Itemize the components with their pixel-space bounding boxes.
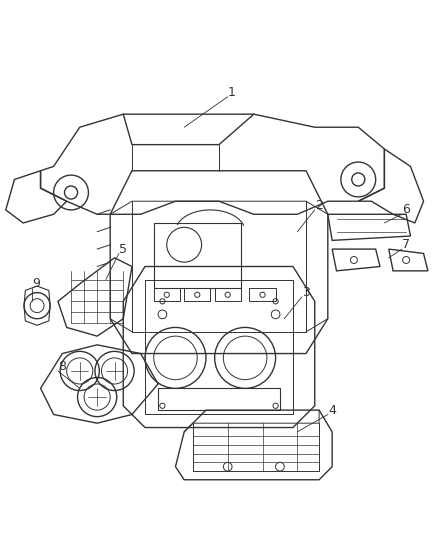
Text: 4: 4 bbox=[328, 403, 336, 417]
Text: 6: 6 bbox=[402, 204, 410, 216]
Text: 9: 9 bbox=[32, 277, 40, 290]
Text: 1: 1 bbox=[228, 86, 236, 99]
Text: 8: 8 bbox=[58, 360, 66, 373]
Text: 2: 2 bbox=[315, 199, 323, 212]
Text: 3: 3 bbox=[302, 286, 310, 299]
Text: 7: 7 bbox=[402, 238, 410, 251]
Text: 5: 5 bbox=[119, 243, 127, 256]
